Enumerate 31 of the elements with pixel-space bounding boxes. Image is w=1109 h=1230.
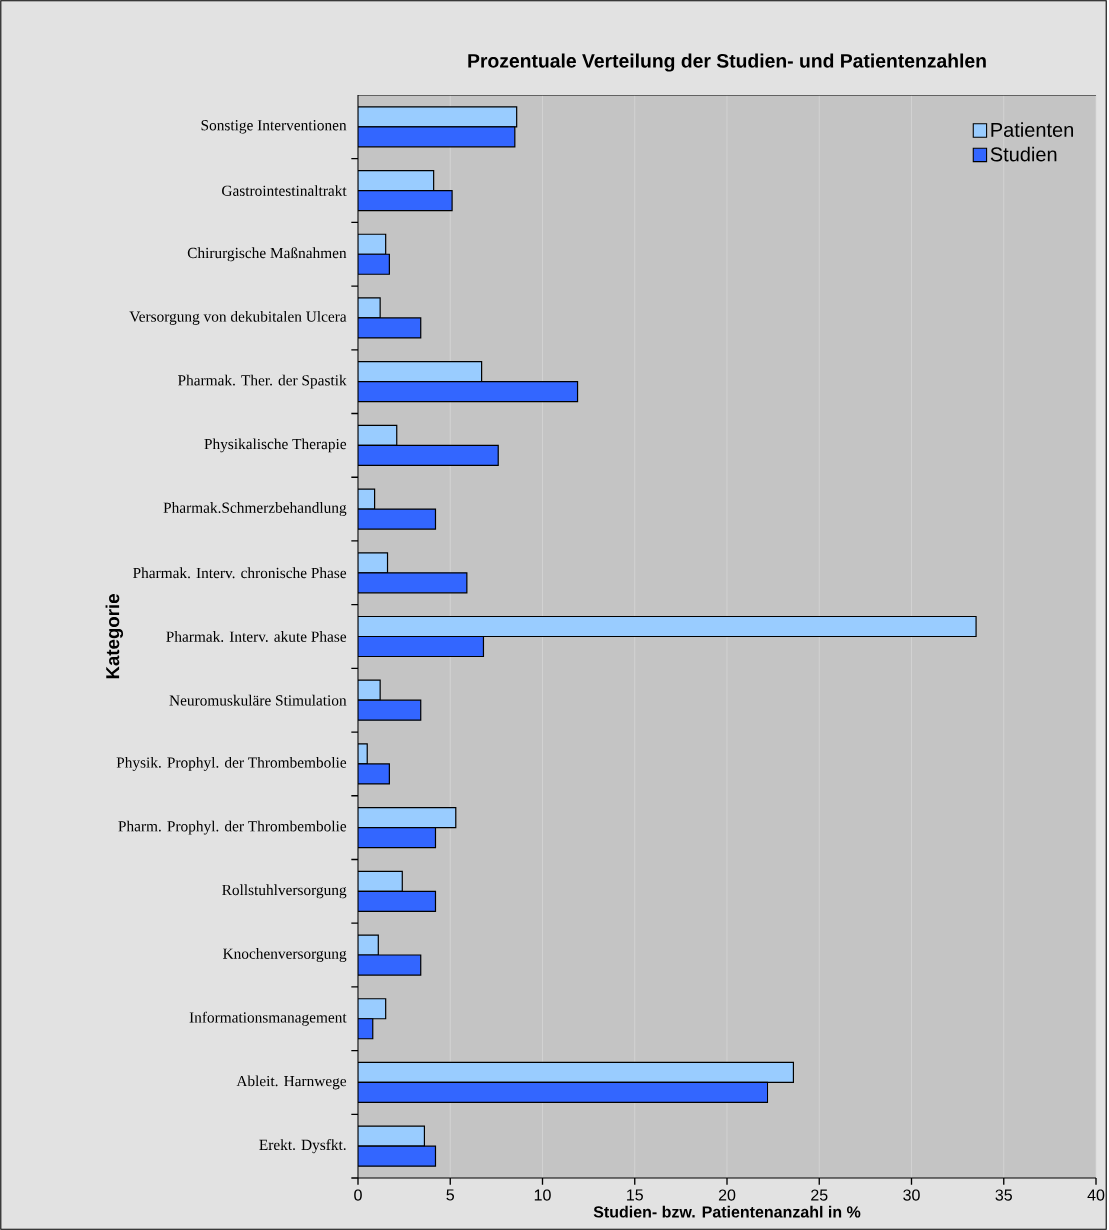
y-tick-label: Pharm. Prophyl. der Thrombembolie xyxy=(118,820,346,835)
y-tick-label: Physikalische Therapie xyxy=(204,438,346,453)
y-tick-label: Informationsmanagement xyxy=(189,1011,347,1026)
chart-title: Prozentuale Verteilung der Studien- und Patientenzahlen xyxy=(468,53,986,72)
y-tick-label: Neuromuskuläre Stimulation xyxy=(169,694,347,706)
y-tick-label: Sonstige Interventionen xyxy=(201,120,347,134)
x-tick-label: 0 xyxy=(354,1189,362,1201)
y-axis-title: Kategorie xyxy=(105,594,123,679)
y-tick-label: Pharmak. Ther. der Spastik xyxy=(177,374,347,389)
legend-label: Studien xyxy=(990,146,1057,162)
y-tick-label: Physik. Prophyl. der Thrombembolie xyxy=(116,756,346,771)
y-tick-label: Knochenversorgung xyxy=(222,948,347,962)
legend-label: Patienten xyxy=(991,122,1073,137)
x-tick-label: 15 xyxy=(626,1189,643,1201)
y-tick-label: Ableit. Harnwege xyxy=(236,1075,346,1090)
y-tick-label: Versorgung von dekubitalen Ulcera xyxy=(129,310,347,325)
x-tick-label: 25 xyxy=(810,1189,828,1201)
x-tick-label: 40 xyxy=(1087,1189,1105,1201)
x-tick-label: 35 xyxy=(995,1189,1012,1201)
x-tick-label: 20 xyxy=(718,1189,736,1201)
y-tick-label: Gastrointestinaltrakt xyxy=(221,185,347,196)
y-tick-label: Pharmak. Interv. chronische Phase xyxy=(132,567,346,579)
x-tick-label: 30 xyxy=(903,1189,920,1201)
y-tick-label: Pharmak.Schmerzbehandlung xyxy=(163,502,347,517)
y-tick-label: Erekt. Dysfkt. xyxy=(259,1139,346,1154)
x-axis-title: Studien- bzw. Patientenanzahl in % xyxy=(593,1205,861,1218)
y-tick-label: Rollstuhlversorgung xyxy=(221,884,347,899)
y-tick-label: Pharmak. Interv. akute Phase xyxy=(166,631,346,642)
y-tick-label: Chirurgische Maßnahmen xyxy=(187,247,347,262)
x-tick-label: 10 xyxy=(534,1189,551,1201)
x-tick-label: 5 xyxy=(446,1189,454,1201)
